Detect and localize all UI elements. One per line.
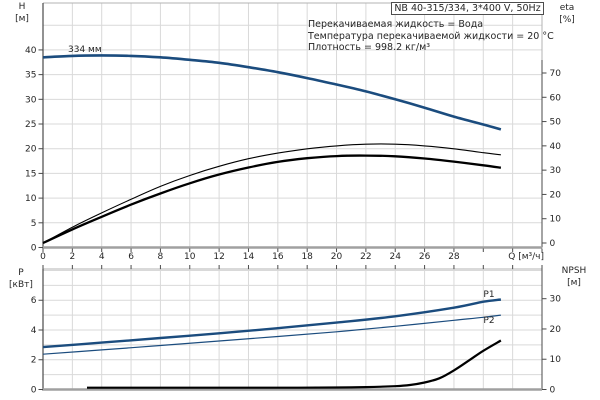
eta-axis-title: eta [%] xyxy=(559,3,575,25)
x-tick-label: 8 xyxy=(158,252,164,262)
x-tick-label: 6 xyxy=(128,252,134,262)
x-tick-label: 26 xyxy=(419,252,431,262)
x-tick-label: 18 xyxy=(301,252,313,262)
right-tick-label: 10 xyxy=(550,215,562,225)
right-tick-label: 0 xyxy=(550,239,556,249)
npsh-curve xyxy=(87,339,502,389)
x-tick-label: 16 xyxy=(272,252,284,262)
right-tick-label: 40 xyxy=(550,142,562,152)
left-tick-label: 2 xyxy=(31,356,37,366)
curve-label-p1-input-power-curve: P1 xyxy=(483,290,494,300)
right-tick-label: 0 xyxy=(550,386,556,396)
left-tick-label: 35 xyxy=(25,71,36,81)
condition-density: Плотность = 998.2 кг/м³ xyxy=(308,42,431,54)
curve-label-head-curve-334mm: 334 мм xyxy=(68,45,102,55)
power-npsh-chart: 0 2 4 6 0 10 20 30 P1 P2 xyxy=(31,265,561,396)
x-tick-label: 24 xyxy=(390,252,402,262)
right-axis-ticks xyxy=(542,298,547,390)
right-tick-label: 20 xyxy=(550,325,562,335)
right-axis-ticks xyxy=(542,72,547,244)
right-tick-label: 30 xyxy=(550,166,562,176)
right-tick-label: 10 xyxy=(550,355,562,365)
head-efficiency-chart: 0 2 4 6 8 10 12 14 16 18 20 22 24 26 28 Q [м³/ч]0510152… xyxy=(25,2,562,262)
power-axis-title: P [кВт] xyxy=(9,268,33,290)
left-tick-label: 4 xyxy=(31,326,37,336)
x-tick-label: 0 xyxy=(40,252,46,262)
x-tick-label: 22 xyxy=(360,252,371,262)
x-tick-label: 28 xyxy=(448,252,460,262)
pump-model-title: NB 40-315/334, 3*400 V, 50Hz xyxy=(391,2,544,15)
left-axis-ticks xyxy=(38,49,43,248)
left-tick-label: 0 xyxy=(31,244,37,254)
operating-conditions: Перекачиваемая жидкость = Вода Температу… xyxy=(308,19,554,54)
efficiency-curve-thick xyxy=(42,154,502,245)
x-tick-label: 20 xyxy=(331,252,343,262)
x-axis-ticks xyxy=(42,265,543,269)
right-tick-label: 70 xyxy=(550,69,562,79)
plot-frame xyxy=(42,268,543,391)
right-tick-label: 50 xyxy=(550,118,562,128)
gridlines xyxy=(43,269,543,390)
left-tick-label: 15 xyxy=(25,169,36,179)
left-tick-label: 0 xyxy=(31,386,37,396)
left-tick-label: 6 xyxy=(31,296,37,306)
head-curve-334mm xyxy=(42,54,502,131)
left-tick-label: 5 xyxy=(31,219,37,229)
efficiency-curve-thin xyxy=(42,143,501,244)
right-tick-label: 60 xyxy=(550,93,562,103)
left-tick-label: 40 xyxy=(25,46,37,56)
right-tick-label: 20 xyxy=(550,190,562,200)
left-tick-label: 20 xyxy=(25,145,37,155)
condition-temperature: Температура перекачиваемой жидкости = 20… xyxy=(308,30,554,42)
head-axis-title: H [м] xyxy=(15,2,29,24)
left-tick-label: 10 xyxy=(25,194,37,204)
x-tick-label: 12 xyxy=(213,252,224,262)
left-tick-label: 25 xyxy=(25,120,36,130)
x-axis-label: Q [м³/ч] xyxy=(508,252,544,262)
right-tick-label: 30 xyxy=(550,295,562,305)
condition-fluid: Перекачиваемая жидкость = Вода xyxy=(308,19,484,30)
gridlines xyxy=(43,3,543,248)
x-tick-label: 2 xyxy=(69,252,75,262)
x-tick-label: 14 xyxy=(243,252,255,262)
left-tick-label: 30 xyxy=(25,95,37,105)
p2-shaft-power-curve xyxy=(42,314,501,355)
x-tick-label: 4 xyxy=(99,252,105,262)
p1-input-power-curve xyxy=(42,298,502,349)
x-axis-ticks xyxy=(42,248,543,252)
npsh-axis-title: NPSH [м] xyxy=(561,266,587,288)
curve-label-p2-shaft-power-curve: P2 xyxy=(483,316,494,326)
left-axis-ticks xyxy=(38,299,43,390)
x-tick-label: 10 xyxy=(184,252,196,262)
